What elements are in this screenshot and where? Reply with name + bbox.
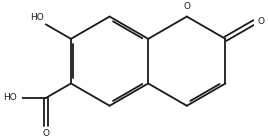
- Text: HO: HO: [3, 93, 17, 102]
- Text: HO: HO: [30, 13, 44, 22]
- Text: O: O: [257, 17, 264, 26]
- Text: O: O: [42, 129, 49, 138]
- Text: O: O: [183, 2, 190, 11]
